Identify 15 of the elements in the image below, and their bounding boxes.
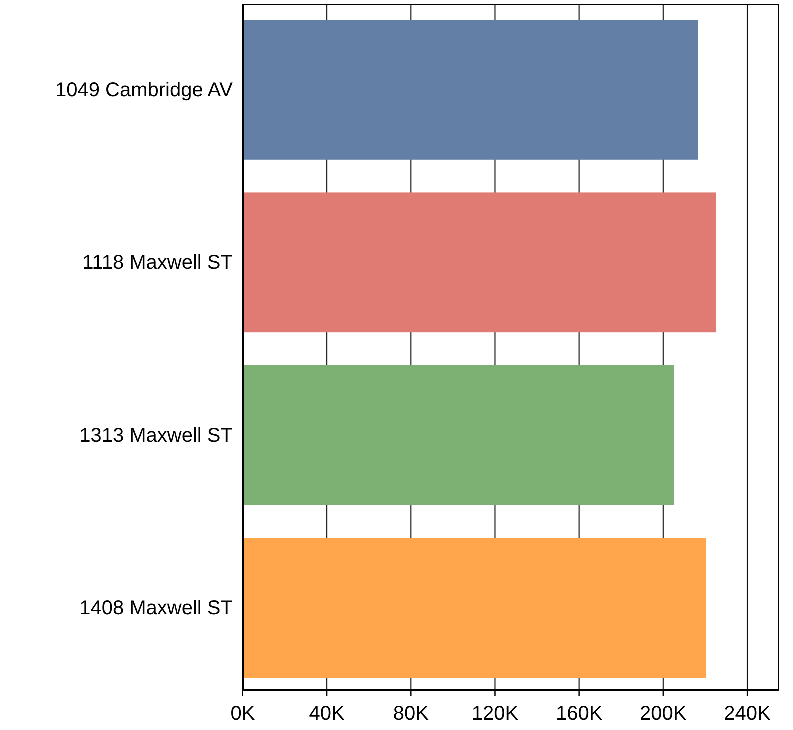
x-tick-label: 240K (724, 703, 772, 725)
y-tick-label: 1049 Cambridge AV (55, 79, 234, 102)
y-tick-label: 1313 Maxwell ST (80, 424, 233, 447)
y-tick-label: 1408 Maxwell ST (80, 597, 233, 620)
bar (243, 20, 698, 160)
bar (243, 365, 674, 506)
x-tick-label: 80K (393, 703, 430, 725)
y-tick-label: 1118 Maxwell ST (82, 252, 233, 274)
x-tick-label: 200K (640, 703, 688, 725)
x-tick-label: 0K (230, 703, 256, 725)
x-tick-label: 160K (556, 703, 604, 725)
bar (243, 192, 716, 333)
bar (243, 538, 706, 678)
x-tick-label: 120K (472, 703, 520, 725)
x-tick-label: 40K (309, 703, 346, 725)
